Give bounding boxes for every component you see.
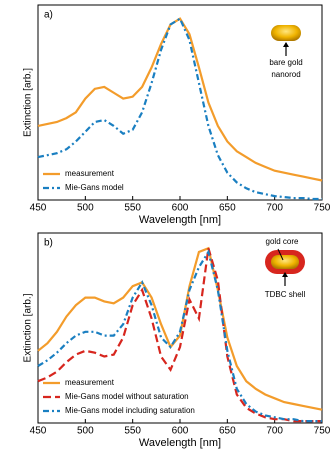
legend-label: Mie-Gans model including saturation (65, 406, 195, 415)
x-tick-label: 450 (30, 203, 47, 214)
panel-label: a) (44, 10, 53, 21)
x-tick-label: 750 (314, 426, 331, 437)
legend-label: measurement (65, 378, 115, 387)
legend-label: measurement (65, 169, 115, 178)
x-tick-label: 700 (266, 426, 283, 437)
legend-label: Mie-Gans model without saturation (65, 392, 189, 401)
series-line (37, 249, 322, 423)
annotation: gold core (266, 237, 299, 246)
y-axis-label: Extinction [arb.] (23, 68, 34, 137)
x-tick-label: 600 (172, 203, 189, 214)
annotation: nanorod (271, 70, 300, 79)
annotation: bare gold (269, 58, 302, 67)
y-axis-label: Extinction [arb.] (23, 293, 34, 362)
series-line (37, 17, 322, 201)
x-tick-label: 500 (77, 426, 94, 437)
rod-icon-b (265, 248, 305, 286)
x-tick-label: 650 (219, 203, 236, 214)
series-line (37, 247, 322, 423)
legend-label: Mie-Gans model (65, 183, 124, 192)
annotation: TDBC shell (265, 290, 306, 299)
x-tick-label: 700 (266, 203, 283, 214)
rod-icon-a (271, 25, 301, 56)
x-axis-label: Wavelength [nm] (139, 437, 221, 449)
x-tick-label: 450 (30, 426, 47, 437)
x-tick-label: 750 (314, 203, 331, 214)
x-tick-label: 550 (124, 203, 141, 214)
x-axis-label: Wavelength [nm] (139, 214, 221, 226)
x-tick-label: 650 (219, 426, 236, 437)
series-line (37, 17, 323, 182)
x-tick-label: 550 (124, 426, 141, 437)
x-tick-label: 500 (77, 203, 94, 214)
panel-label: b) (44, 238, 53, 249)
series-line (37, 246, 323, 411)
x-tick-label: 600 (172, 426, 189, 437)
